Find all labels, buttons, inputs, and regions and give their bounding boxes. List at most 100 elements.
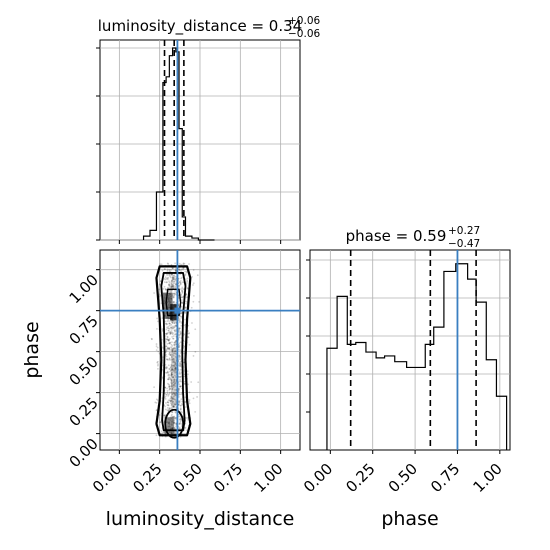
- scatter-point: [163, 281, 166, 284]
- scatter-point: [174, 262, 177, 265]
- scatter-point: [170, 365, 173, 368]
- scatter-point: [171, 345, 174, 347]
- scatter-point: [170, 320, 173, 323]
- phase-title: phase = 0.59: [346, 227, 447, 245]
- scatter-point: [172, 296, 175, 299]
- scatter-point: [165, 340, 167, 343]
- scatter-point: [192, 284, 194, 286]
- scatter-point: [171, 358, 174, 361]
- scatter-point: [173, 282, 175, 285]
- scatter-point: [180, 380, 182, 383]
- scatter-point: [187, 336, 190, 339]
- scatter-point: [164, 371, 167, 374]
- scatter-point: [179, 365, 182, 367]
- scatter-point: [179, 281, 181, 284]
- phase-histogram-step: [326, 263, 508, 450]
- scatter-point: [179, 315, 182, 318]
- scatter-point: [178, 327, 181, 330]
- scatter-point: [171, 267, 174, 270]
- scatter-point: [172, 405, 175, 408]
- scatter-point: [165, 345, 167, 348]
- scatter-point: [173, 278, 176, 281]
- scatter-point: [170, 384, 173, 387]
- scatter-point: [179, 385, 181, 388]
- scatter-point: [174, 283, 177, 286]
- scatter-point: [165, 323, 168, 326]
- scatter-point: [168, 324, 171, 327]
- ld-title: luminosity_distance = 0.34: [98, 17, 302, 36]
- scatter-point: [169, 378, 171, 381]
- scatter-point: [167, 339, 169, 342]
- scatter-point: [178, 372, 181, 375]
- scatter-point: [171, 402, 174, 405]
- scatter-point: [172, 397, 175, 400]
- scatter-point: [166, 346, 169, 349]
- scatter-point: [172, 301, 175, 304]
- scatter-point: [165, 367, 167, 370]
- scatter-point: [179, 419, 182, 422]
- scatter-point: [171, 376, 174, 378]
- scatter-point: [179, 283, 182, 286]
- scatter-point: [172, 278, 175, 281]
- scatter-point: [171, 411, 174, 413]
- contour-line: [165, 288, 182, 317]
- scatter-point: [165, 345, 168, 348]
- scatter-point: [168, 357, 171, 360]
- scatter-point: [169, 359, 172, 361]
- scatter-point: [169, 322, 171, 325]
- phase-quantile-lines: [349, 250, 477, 450]
- scatter-point: [179, 408, 182, 411]
- scatter-point: [179, 358, 182, 361]
- scatter-point: [180, 423, 183, 425]
- scatter-point: [164, 395, 167, 398]
- scatter-point: [170, 381, 172, 384]
- scatter-point: [188, 343, 191, 346]
- scatter-point: [169, 333, 172, 336]
- scatter-point: [166, 347, 169, 350]
- scatter-point: [170, 323, 173, 326]
- scatter-point: [169, 331, 172, 334]
- scatter-point: [165, 281, 168, 284]
- scatter-point: [170, 432, 173, 435]
- scatter-point: [161, 269, 164, 272]
- scatter-point: [169, 348, 172, 351]
- scatter-point: [168, 392, 171, 395]
- scatter-point: [173, 427, 176, 430]
- contour-line: [164, 408, 185, 439]
- scatter-point: [179, 362, 182, 365]
- scatter-point: [168, 385, 171, 388]
- scatter-point: [169, 377, 172, 380]
- scatter-point: [179, 282, 182, 285]
- scatter-point: [168, 281, 171, 284]
- scatter-point: [173, 415, 176, 418]
- scatter-point: [186, 279, 189, 282]
- scatter-point: [173, 280, 176, 283]
- scatter-point: [178, 334, 181, 336]
- scatter-point: [198, 300, 200, 303]
- scatter-point: [181, 289, 183, 292]
- scatter-point: [166, 409, 169, 412]
- scatter-point: [184, 278, 187, 281]
- scatter-point: [168, 388, 171, 391]
- scatter-point: [180, 299, 183, 301]
- scatter-point: [185, 296, 188, 299]
- scatter-point: [174, 324, 177, 327]
- scatter-point: [181, 287, 184, 290]
- scatter-point: [171, 349, 174, 352]
- scatter-point: [179, 361, 181, 364]
- scatter-point: [169, 332, 172, 334]
- scatter-point: [171, 351, 174, 354]
- scatter-point: [174, 432, 177, 434]
- scatter-point: [168, 274, 171, 277]
- phase-ytick-label: 0.75: [66, 312, 102, 348]
- scatter-point: [173, 419, 176, 422]
- density-cell: [164, 417, 175, 434]
- ld-xtick-label: 0.50: [170, 460, 206, 496]
- scatter-point: [190, 381, 193, 383]
- scatter-point: [168, 347, 171, 350]
- scatter-point: [179, 365, 181, 368]
- scatter-point: [169, 419, 172, 421]
- scatter-point: [174, 267, 177, 270]
- scatter-point: [171, 427, 174, 430]
- scatter-point: [173, 360, 175, 363]
